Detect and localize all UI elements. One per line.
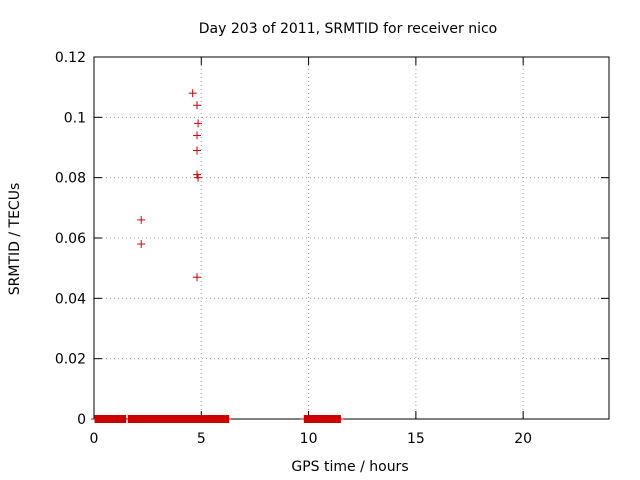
zero-point-marker (223, 415, 232, 423)
y-tick-label: 0.02 (55, 352, 86, 368)
data-point-marker (193, 146, 201, 155)
data-point-marker (137, 240, 146, 249)
x-tick-label: 5 (197, 431, 206, 447)
data-points (137, 89, 203, 282)
y-tick-label: 0 (77, 412, 86, 428)
y-tick-label: 0.04 (55, 291, 86, 307)
data-point-marker (188, 89, 197, 98)
x-tick-label: 0 (90, 431, 99, 447)
y-tick-label: 0.12 (55, 50, 86, 66)
y-tick-label: 0.08 (55, 171, 86, 187)
data-point-marker (137, 215, 146, 224)
x-axis-label: GPS time / hours (291, 459, 408, 475)
chart-title: Day 203 of 2011, SRMTID for receiver nic… (199, 21, 497, 37)
grid-lines (94, 57, 609, 419)
zero-point-marker (336, 415, 345, 423)
x-tick-label: 20 (514, 431, 532, 447)
plot-frame (93, 56, 610, 420)
zero-value-markers (91, 415, 345, 423)
y-tick-label: 0.1 (64, 110, 86, 126)
data-point-marker (193, 131, 201, 140)
y-tick-label: 0.06 (55, 231, 86, 247)
y-axis-ticks: 0 0.02 0.04 0.06 0.08 0.1 0.12 (55, 50, 609, 428)
data-point-marker (194, 119, 203, 128)
y-axis-label: SRMTID / TECUs (7, 183, 23, 296)
x-axis-ticks: 0 5 10 15 20 (90, 57, 532, 447)
data-point-marker (193, 273, 201, 282)
data-point-marker (193, 101, 201, 110)
x-tick-label: 15 (407, 431, 425, 447)
data-point-marker (194, 173, 203, 182)
x-tick-label: 10 (300, 431, 318, 447)
